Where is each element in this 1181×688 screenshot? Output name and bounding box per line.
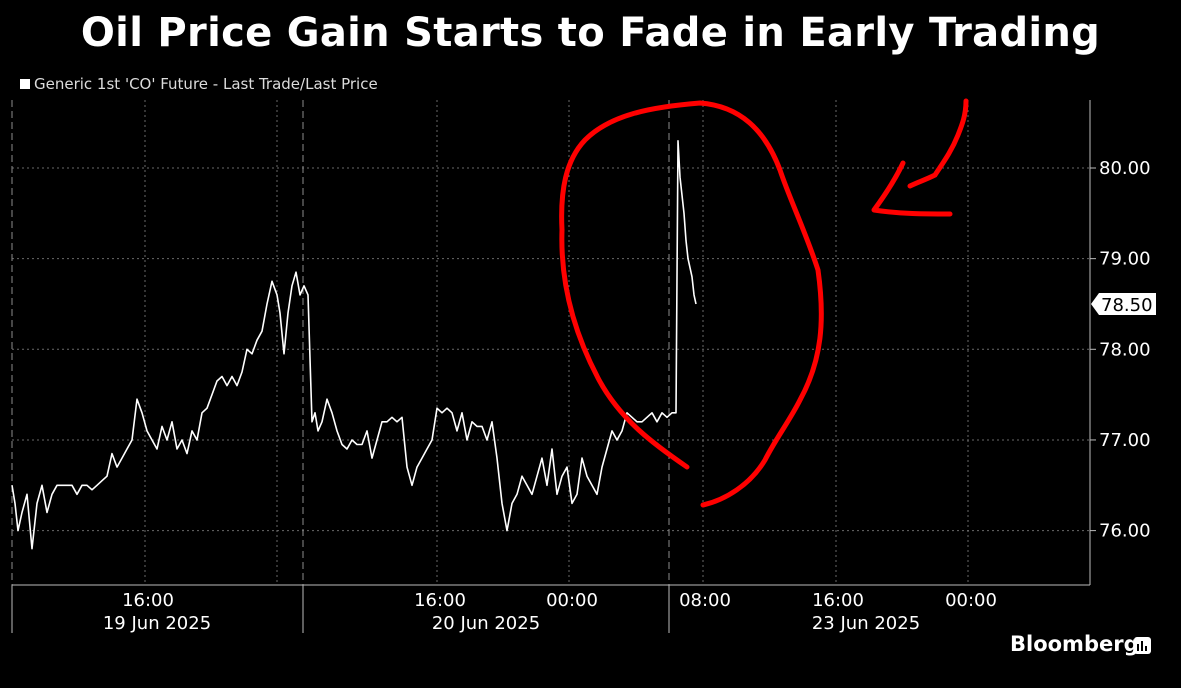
terminal-icon	[1134, 637, 1151, 654]
legend-swatch	[20, 79, 30, 89]
price-line	[11, 140, 697, 550]
x-tick-label: 08:00	[679, 590, 731, 611]
x-date-label: 19 Jun 2025	[103, 613, 211, 634]
last-price-label: 78.50	[1101, 295, 1153, 316]
x-tick-label: 16:00	[812, 590, 864, 611]
x-tick-label: 00:00	[945, 590, 997, 611]
y-tick-label: 77.00	[1099, 430, 1151, 451]
last-price-marker	[1091, 292, 1156, 315]
chart-title: Oil Price Gain Starts to Fade in Early T…	[80, 10, 1101, 56]
legend-label: Generic 1st 'CO' Future - Last Trade/Las…	[34, 75, 378, 93]
y-tick-label: 78.00	[1099, 339, 1151, 360]
annotation-arrow-shaft	[907, 98, 969, 189]
y-tick-label: 79.00	[1099, 249, 1151, 270]
annotation-circle	[559, 100, 824, 508]
bloomberg-logo: Bloomberg	[1010, 632, 1139, 656]
x-date-label: 20 Jun 2025	[432, 613, 540, 634]
annotation-arrow-head	[871, 160, 953, 217]
x-date-label: 23 Jun 2025	[812, 613, 920, 634]
x-tick-label: 00:00	[546, 590, 598, 611]
y-tick-label: 76.00	[1099, 521, 1151, 542]
x-tick-label: 16:00	[122, 590, 174, 611]
x-tick-label: 16:00	[414, 590, 466, 611]
legend: Generic 1st 'CO' Future - Last Trade/Las…	[20, 75, 378, 93]
y-tick-label: 80.00	[1099, 158, 1151, 179]
